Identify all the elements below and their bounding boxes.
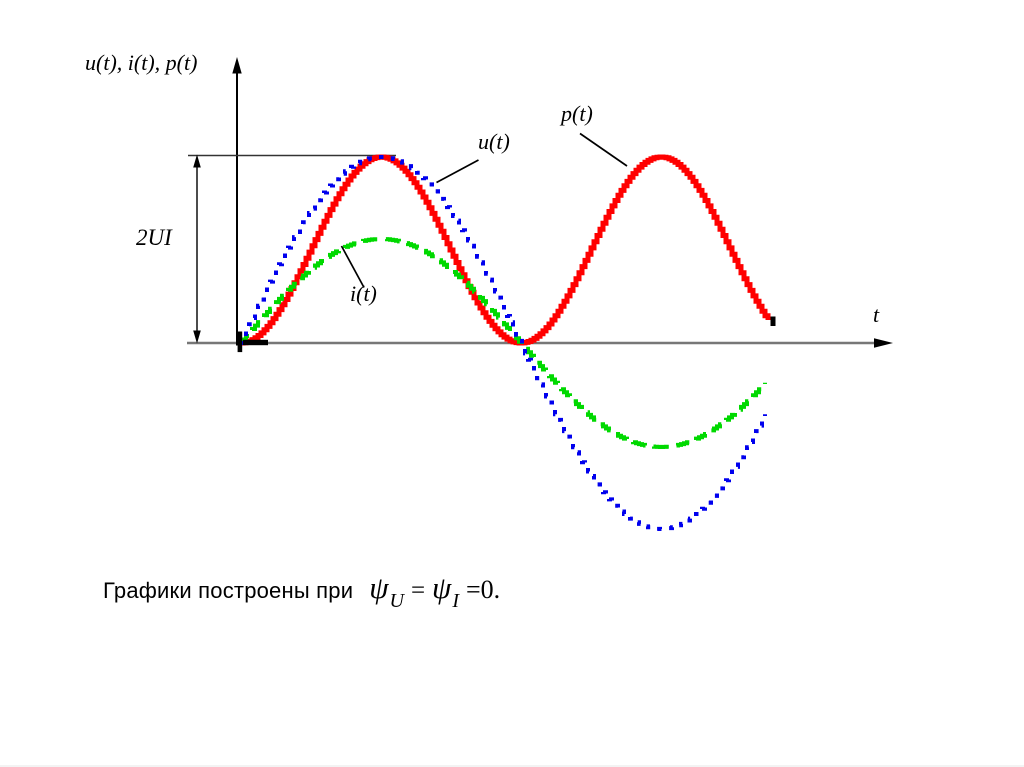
curve-label-u: u(t) bbox=[478, 129, 510, 154]
curve-label-p: p(t) bbox=[561, 101, 593, 126]
caption-text: Графики построены при bbox=[103, 578, 354, 603]
p-curve bbox=[240, 154, 771, 346]
psi-u-symbol: ψ bbox=[369, 570, 389, 605]
x-axis-arrowhead-icon bbox=[874, 338, 893, 348]
u-curve bbox=[240, 155, 767, 531]
psi-u-subscript: U bbox=[389, 590, 404, 612]
phase-formula: ψU = ψI =0. bbox=[369, 570, 500, 613]
abscissa-axis-label: t bbox=[873, 302, 880, 327]
origin-bar bbox=[243, 339, 268, 346]
equals-sign: = bbox=[410, 577, 426, 604]
y-axis-arrowhead-icon bbox=[232, 57, 242, 74]
curve-end-tick bbox=[770, 316, 776, 326]
psi-i-symbol: ψ bbox=[432, 570, 452, 605]
equals-zero: =0. bbox=[465, 575, 501, 604]
ordinate-axis-label: u(t), i(t), p(t) bbox=[85, 50, 198, 75]
i-leader-line bbox=[340, 245, 365, 288]
amplitude-arrow-down-icon bbox=[193, 330, 201, 344]
u-leader-line bbox=[436, 159, 479, 184]
psi-i-subscript: I bbox=[452, 590, 459, 612]
p-leader-line bbox=[579, 132, 628, 167]
curve-label-i: i(t) bbox=[350, 281, 377, 306]
amplitude-arrow-up-icon bbox=[193, 154, 201, 168]
origin-tick bbox=[237, 331, 243, 353]
caption: Графики построены при ψU = ψI =0. bbox=[103, 570, 500, 613]
i-curve bbox=[240, 237, 767, 449]
amplitude-label: 2UI bbox=[136, 225, 172, 250]
